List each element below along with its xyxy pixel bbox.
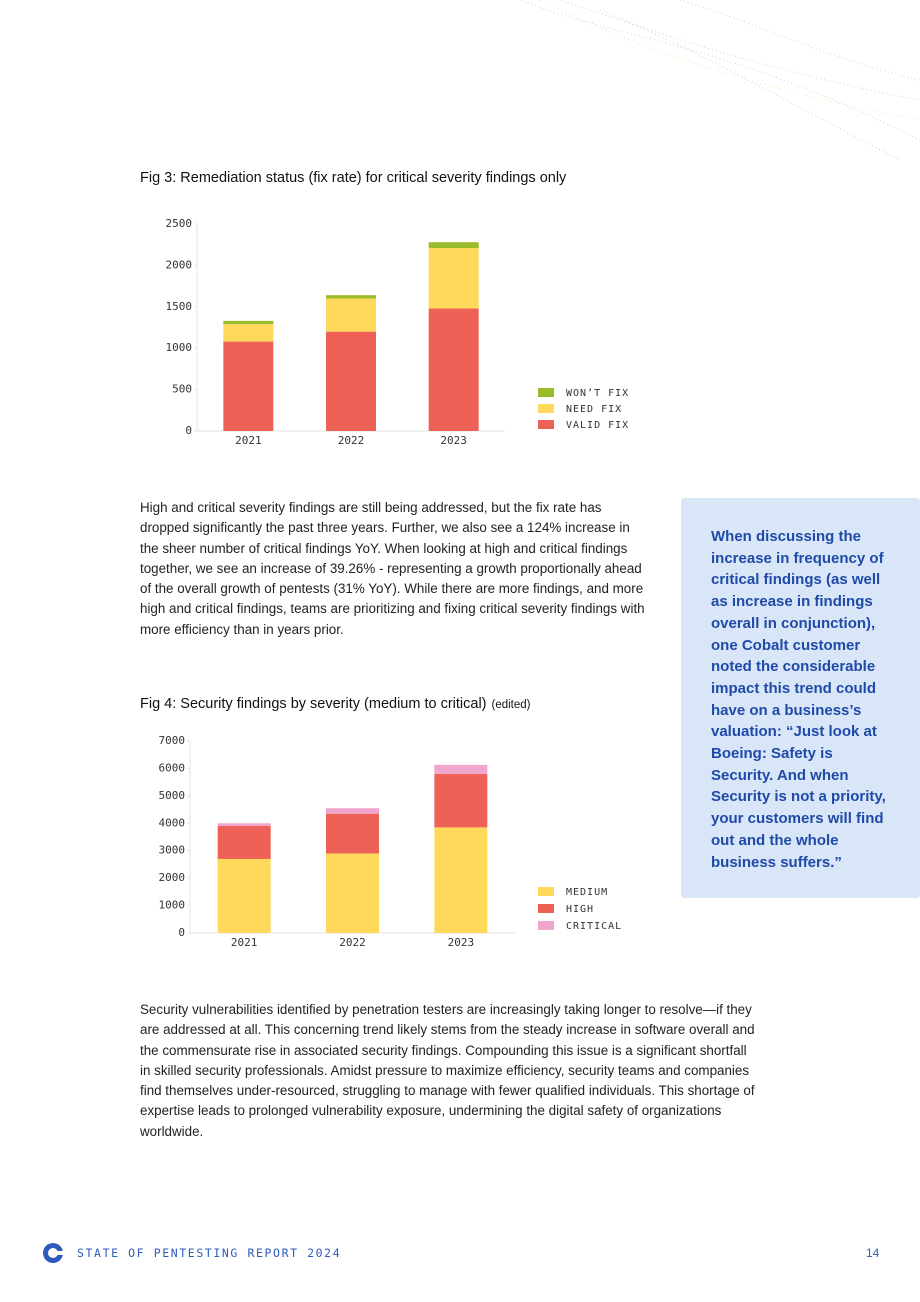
- y-tick-label: 6000: [159, 761, 186, 774]
- legend-label: CRITICAL: [566, 921, 622, 932]
- y-tick-label: 3000: [159, 844, 186, 857]
- bar-segment: [217, 826, 271, 859]
- y-tick-label: 5000: [159, 789, 186, 802]
- y-tick-label: 0: [178, 926, 185, 939]
- paragraph: Security vulnerabilities identified by p…: [140, 1002, 755, 1139]
- y-tick-label: 2000: [159, 871, 186, 884]
- bar-segment: [326, 295, 376, 299]
- y-tick-label: 2000: [166, 258, 193, 271]
- x-tick-label: 2023: [440, 434, 467, 447]
- bar-segment: [223, 341, 274, 431]
- legend-label: NEED FIX: [566, 404, 622, 415]
- bar-segment: [217, 823, 271, 827]
- page-number: 14: [866, 1246, 880, 1260]
- bar-segment: [326, 331, 376, 431]
- figure-title: Fig 4: Security findings by severity (me…: [140, 696, 531, 712]
- legend-label: MEDIUM: [566, 887, 608, 898]
- bar-segment: [428, 308, 479, 431]
- legend-swatch: [538, 887, 554, 896]
- x-tick-label: 2021: [231, 936, 258, 949]
- bar-segment: [223, 324, 274, 342]
- bar-segment: [326, 298, 376, 332]
- sidebar: When discussing the increase in frequenc…: [681, 498, 920, 898]
- bar-segment: [326, 853, 379, 933]
- bar-segment: [223, 320, 274, 325]
- legend-swatch: [538, 388, 554, 397]
- sidebar-quote: When discussing the increase in frequenc…: [711, 528, 886, 871]
- bar-segment: [428, 248, 479, 309]
- legend-swatch: [538, 904, 554, 913]
- bar-segment: [434, 827, 488, 933]
- chart: 0 1000 2000 3000 4000 5000 6000 7000 2021 2022 202…: [159, 735, 622, 949]
- y-tick-label: 1000: [159, 899, 186, 912]
- paragraph: High and critical severity findings are …: [140, 500, 645, 637]
- bar-segment: [428, 242, 479, 249]
- decoration: [519, 0, 920, 160]
- x-tick-label: 2022: [339, 936, 366, 949]
- y-tick-label: 500: [172, 383, 192, 396]
- y-tick-label: 4000: [159, 816, 186, 829]
- legend-label: HIGH: [566, 904, 594, 915]
- y-tick-label: 2500: [166, 217, 193, 230]
- legend-label: VALID FIX: [566, 420, 629, 431]
- footer-title: STATE OF PENTESTING REPORT 2024: [77, 1246, 342, 1260]
- y-tick-label: 1000: [166, 341, 193, 354]
- y-tick-label: 1500: [166, 300, 193, 313]
- figure-title: Fig 3: Remediation status (fix rate) for…: [140, 170, 567, 186]
- legend-swatch: [538, 420, 554, 429]
- x-tick-label: 2021: [235, 434, 261, 447]
- title-text: Fig 4: Security findings by severity (me…: [140, 696, 487, 712]
- bar-segment: [326, 808, 379, 814]
- bar-segment: [217, 858, 271, 933]
- logo: [43, 1243, 63, 1263]
- bar-segment: [434, 764, 488, 774]
- bar-segment: [434, 773, 488, 828]
- y-tick-label: 0: [185, 424, 192, 437]
- title-note: (edited): [491, 699, 531, 711]
- x-tick-label: 2022: [338, 434, 365, 447]
- legend-label: WON’T FIX: [566, 388, 629, 399]
- chart: 0 500 1000 1500 2000 2500 2021 2022 2023 VALID FI…: [166, 217, 629, 447]
- y-tick-label: 7000: [159, 735, 186, 747]
- legend-swatch: [538, 404, 554, 413]
- x-tick-label: 2023: [448, 936, 475, 949]
- legend-swatch: [538, 921, 554, 930]
- bar-segment: [326, 813, 379, 854]
